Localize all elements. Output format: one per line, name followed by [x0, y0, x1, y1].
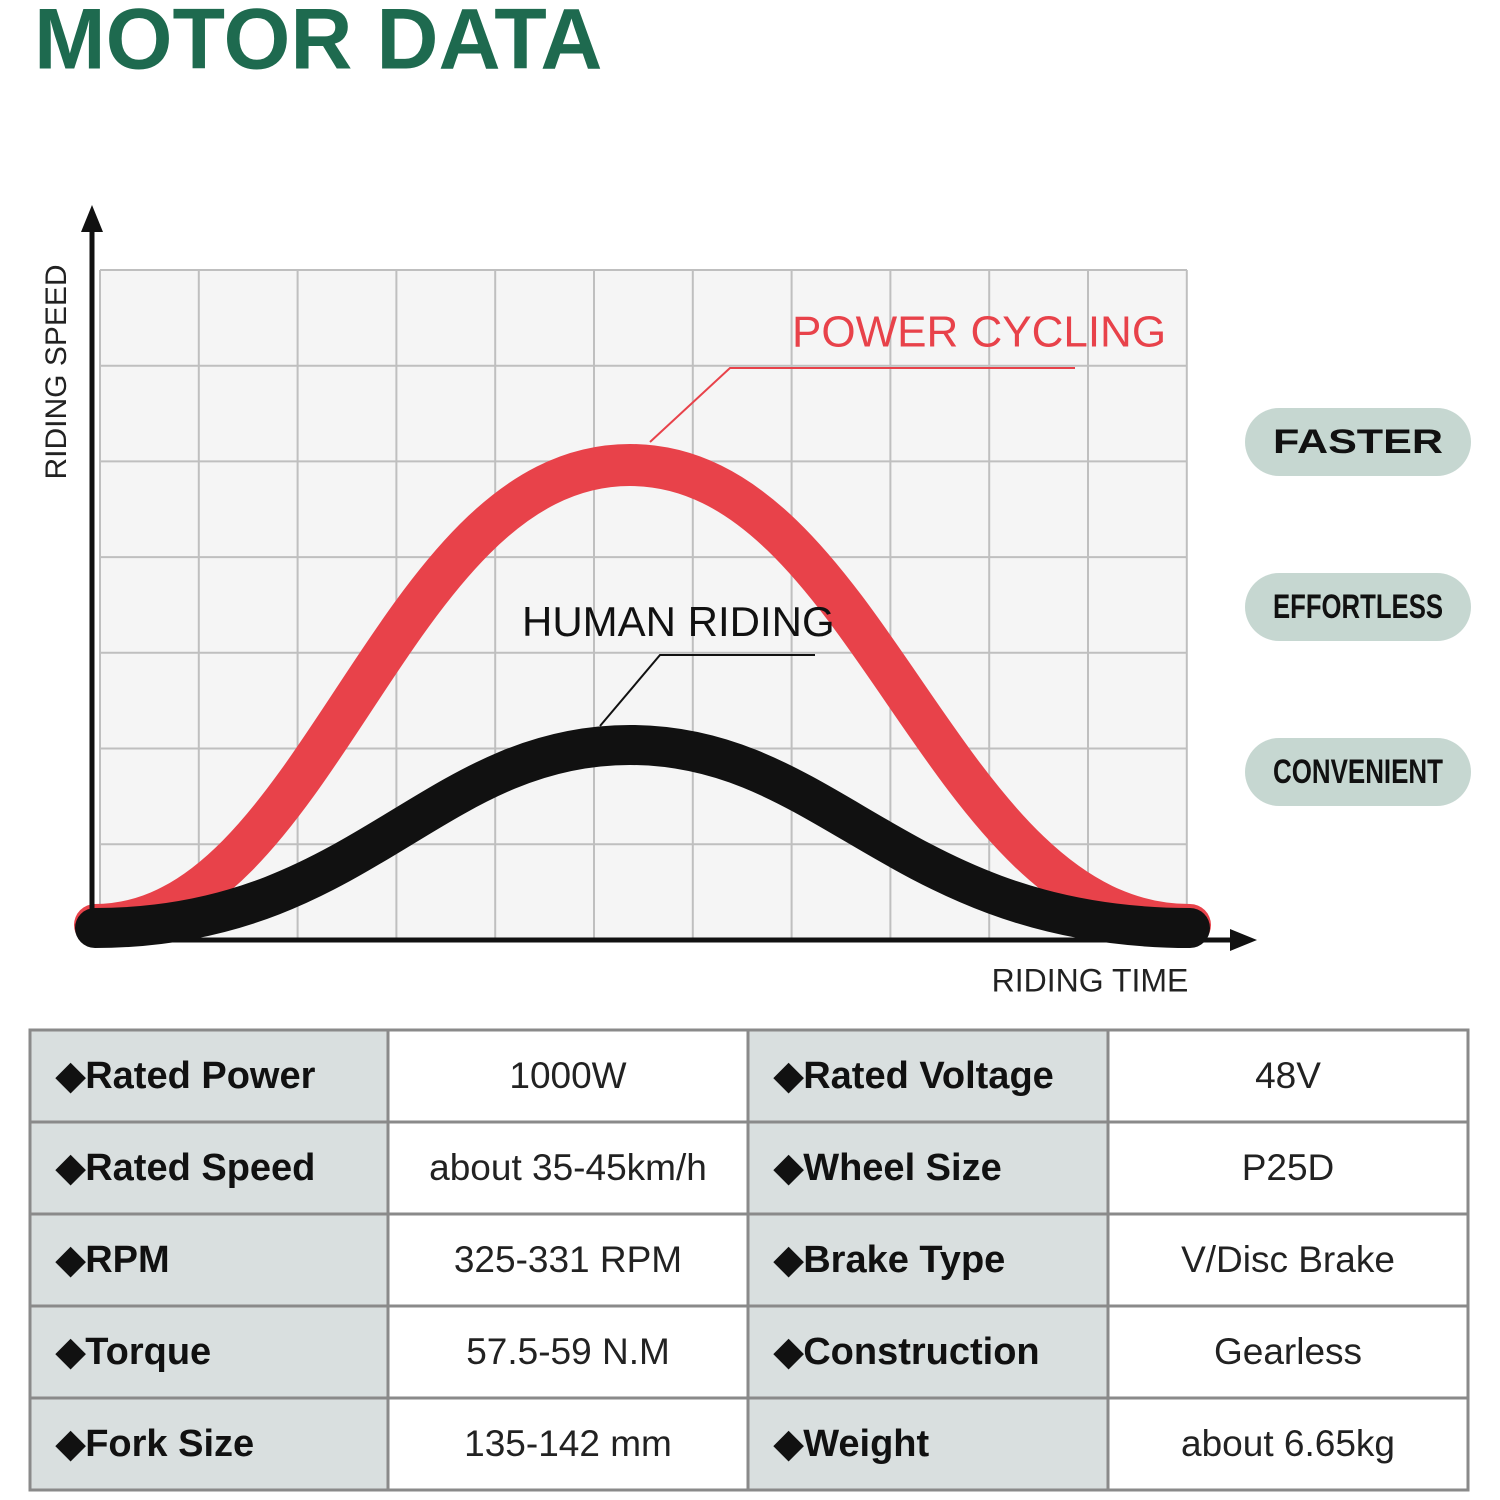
- page-title: MOTOR DATA: [34, 0, 603, 88]
- spec-label: ◆Rated Speed: [55, 1147, 315, 1189]
- spec-value: Gearless: [1214, 1331, 1362, 1372]
- y-axis-label: RIDING SPEED: [40, 264, 73, 479]
- x-arrow: [1230, 929, 1257, 951]
- value-cell: [386, 1028, 750, 1124]
- badges: FASTER EFFORTLESS CONVENIENT: [1245, 408, 1471, 806]
- label-cell: [28, 1396, 390, 1492]
- spec-table: ◆Rated Power 1000W ◆Rated Voltage 48V ◆Rated…: [28, 1028, 1470, 1492]
- curve-label: POWER CYCLING: [792, 308, 1166, 357]
- badge-label: EFFORTLESS: [1273, 588, 1443, 626]
- spec-value: 1000W: [509, 1055, 626, 1096]
- value-cell: [386, 1212, 750, 1308]
- label-cell: [28, 1212, 390, 1308]
- spec-label: ◆Torque: [55, 1331, 211, 1373]
- label-cell: [28, 1028, 390, 1124]
- spec-label: ◆Rated Voltage: [773, 1055, 1054, 1097]
- human-curve: [75, 724, 1210, 948]
- badge-label: CONVENIENT: [1273, 753, 1443, 791]
- spec-value: V/Disc Brake: [1181, 1239, 1395, 1280]
- label-cell: [28, 1304, 390, 1400]
- value-cell: [1106, 1028, 1470, 1124]
- spec-value: about 6.65kg: [1181, 1423, 1395, 1464]
- label-cell: [746, 1396, 1110, 1492]
- label-cell: [28, 1120, 390, 1216]
- spec-label: ◆Construction: [773, 1331, 1040, 1373]
- value-cell: [1106, 1396, 1470, 1492]
- badge: [1245, 738, 1471, 806]
- leader-line: [649, 367, 1075, 443]
- spec-value: P25D: [1242, 1147, 1335, 1188]
- leader-line: [599, 654, 815, 727]
- value-cell: [1106, 1212, 1470, 1308]
- spec-value: 48V: [1255, 1055, 1321, 1096]
- y-arrow: [81, 205, 103, 232]
- spec-value: 57.5-59 N.M: [466, 1331, 670, 1372]
- spec-label: ◆Weight: [773, 1423, 930, 1465]
- spec-label: ◆Fork Size: [55, 1423, 254, 1465]
- power-curve: [74, 443, 1211, 946]
- spec-value: about 35-45km/h: [429, 1147, 707, 1188]
- spec-value: 325-331 RPM: [454, 1239, 682, 1280]
- badge-label: FASTER: [1273, 423, 1443, 461]
- spec-label: ◆Brake Type: [773, 1239, 1005, 1281]
- spec-label: ◆RPM: [55, 1239, 170, 1281]
- curve-label: HUMAN RIDING: [522, 598, 835, 645]
- badge: [1245, 408, 1471, 476]
- value-cell: [1106, 1120, 1470, 1216]
- label-cell: [746, 1212, 1110, 1308]
- value-cell: [386, 1396, 750, 1492]
- spec-label: ◆Rated Power: [55, 1055, 316, 1097]
- badge: [1245, 573, 1471, 641]
- spec-label: ◆Wheel Size: [773, 1147, 1002, 1189]
- x-axis-label: RIDING TIME: [992, 962, 1189, 998]
- spec-value: 135-142 mm: [464, 1423, 672, 1464]
- value-cell: [386, 1304, 750, 1400]
